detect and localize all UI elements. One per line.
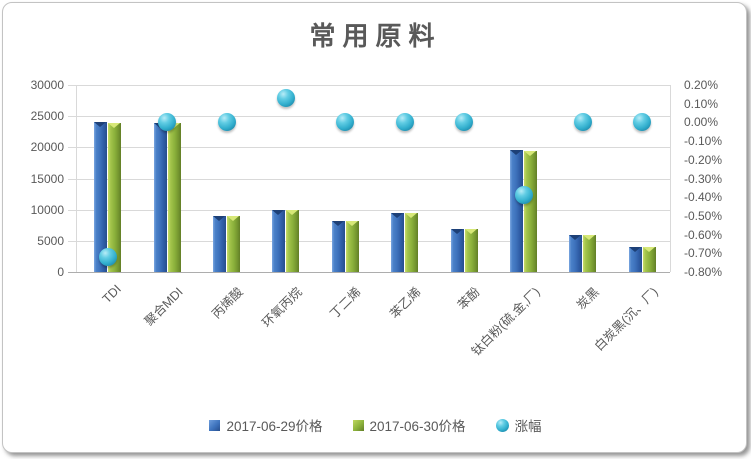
chart-card (2, 2, 747, 453)
bar-2017-06-30价格 (345, 220, 359, 272)
bar-top-bevel (108, 123, 121, 129)
bar-top-bevel (331, 220, 344, 226)
y2-axis-tick-label: -0.50% (684, 208, 723, 223)
bar-top-bevel (94, 122, 107, 128)
bar-2017-06-30价格 (227, 215, 240, 272)
gridline (68, 85, 670, 86)
y2-axis-tick-label: 0.10% (684, 96, 719, 111)
legend-square-marker-icon (209, 419, 221, 431)
bar-2017-06-29价格 (569, 234, 583, 272)
bar-top-bevel (628, 247, 641, 253)
y-axis-tick-label: 5000 (37, 233, 64, 248)
bar-2017-06-29价格 (628, 247, 642, 272)
bar-top-bevel (213, 215, 225, 221)
bar-2017-06-30价格 (524, 150, 537, 272)
y2-axis-tick-label: 0.00% (684, 115, 719, 130)
gridline (68, 272, 670, 273)
y2-axis-tick-label: -0.40% (684, 190, 723, 205)
bar-2017-06-30价格 (286, 209, 300, 272)
bar-2017-06-30价格 (167, 123, 181, 272)
gridline (68, 147, 670, 149)
bar-top-bevel (450, 228, 463, 234)
bar-top-bevel (227, 215, 239, 221)
bar-2017-06-29价格 (391, 213, 405, 272)
legend-label: 2017-06-30价格 (369, 419, 466, 434)
y2-axis-tick-label: -0.20% (684, 152, 723, 167)
bar-top-bevel (569, 234, 582, 240)
change-rate-marker (633, 113, 652, 132)
bar-2017-06-30价格 (108, 123, 122, 272)
legend-square-marker-icon (352, 419, 364, 431)
change-rate-marker (158, 113, 177, 132)
legend-item: 2017-06-29价格 (209, 415, 323, 435)
y-axis-tick-label: 15000 (30, 171, 64, 186)
bar-top-bevel (345, 220, 358, 226)
y2-axis-tick-label: 0.20% (684, 78, 719, 92)
change-rate-marker (276, 89, 295, 108)
change-rate-marker (455, 113, 474, 132)
change-rate-marker (573, 113, 592, 132)
bar-top-bevel (405, 213, 418, 219)
y2-axis-tick-label: -0.80% (684, 265, 723, 279)
bar-top-bevel (464, 228, 477, 234)
y-axis-tick-label: 10000 (30, 202, 64, 217)
legend-label: 涨幅 (514, 419, 542, 434)
plot-border-line (76, 85, 77, 272)
gridline (68, 209, 670, 211)
bar-2017-06-29价格 (272, 209, 286, 272)
y2-axis-tick-label: -0.60% (684, 227, 723, 242)
bar-2017-06-29价格 (510, 150, 523, 272)
change-rate-marker (217, 113, 236, 132)
y-axis-tick-label: 20000 (30, 140, 64, 155)
bar-2017-06-30价格 (642, 247, 656, 272)
bar-top-bevel (391, 213, 404, 219)
legend-label: 2017-06-29价格 (226, 419, 323, 434)
bar-top-bevel (524, 150, 536, 156)
bar-top-bevel (286, 209, 299, 215)
y-axis-tick-label: 25000 (30, 109, 64, 124)
y2-axis-tick-label: -0.10% (684, 134, 723, 149)
gridline (68, 178, 670, 180)
bar-2017-06-30价格 (464, 228, 478, 272)
chart-legend: 2017-06-29价格 2017-06-30价格 涨幅 (0, 415, 751, 435)
bar-2017-06-29价格 (331, 220, 345, 272)
y2-axis-tick-label: -0.70% (684, 246, 723, 261)
gridline (68, 116, 670, 118)
change-rate-marker (395, 113, 414, 132)
y2-axis-tick-label: -0.30% (684, 171, 723, 186)
legend-circle-marker-icon (495, 418, 509, 432)
plot-border-line (670, 85, 671, 272)
y-axis-tick-label: 30000 (30, 78, 64, 92)
bar-2017-06-30价格 (583, 234, 597, 272)
y-axis-tick-label: 0 (57, 265, 64, 279)
bar-2017-06-29价格 (450, 228, 464, 272)
bar-top-bevel (272, 209, 285, 215)
bar-top-bevel (642, 247, 655, 253)
change-rate-marker (98, 248, 117, 267)
legend-item: 涨幅 (495, 415, 542, 435)
bar-2017-06-29价格 (213, 215, 226, 272)
change-rate-marker (514, 186, 533, 205)
gridline (68, 240, 670, 242)
bar-2017-06-29价格 (153, 123, 167, 272)
legend-item: 2017-06-30价格 (352, 415, 466, 435)
bar-2017-06-29价格 (94, 122, 108, 272)
chart-title: 常用原料 (309, 22, 442, 51)
bar-top-bevel (510, 150, 522, 156)
bar-2017-06-30价格 (405, 213, 419, 272)
bar-top-bevel (583, 234, 596, 240)
change-rate-marker (336, 113, 355, 132)
